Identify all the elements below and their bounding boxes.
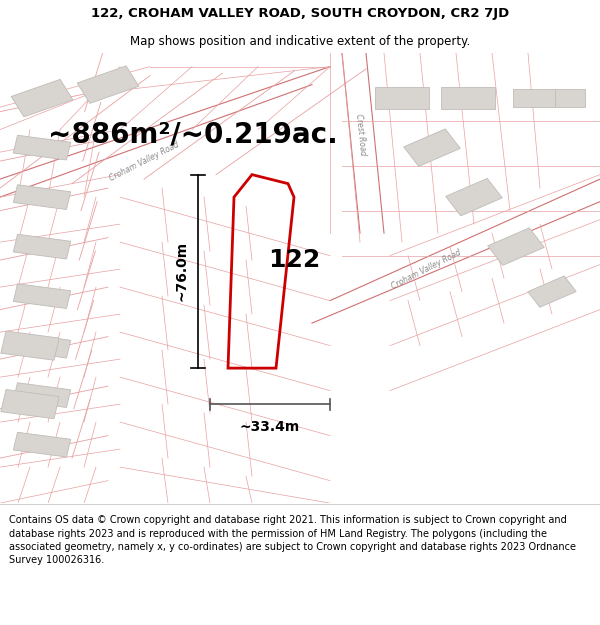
Polygon shape [1,331,59,360]
Polygon shape [375,87,429,109]
Polygon shape [13,382,71,408]
Polygon shape [555,89,585,107]
Text: ~76.0m: ~76.0m [174,241,188,301]
Polygon shape [13,432,71,457]
Polygon shape [13,135,71,160]
Text: Croham Valley Road: Croham Valley Road [390,248,463,291]
Polygon shape [404,129,460,166]
Text: ~33.4m: ~33.4m [240,420,300,434]
Text: Contains OS data © Crown copyright and database right 2021. This information is : Contains OS data © Crown copyright and d… [9,515,576,565]
Text: Map shows position and indicative extent of the property.: Map shows position and indicative extent… [130,35,470,48]
Polygon shape [446,178,502,216]
Text: Croham Valley Road: Croham Valley Road [108,139,181,182]
Polygon shape [441,87,495,109]
Polygon shape [13,234,71,259]
Polygon shape [13,333,71,358]
Polygon shape [528,276,576,308]
Text: Crest Road: Crest Road [354,112,367,156]
Polygon shape [513,89,555,107]
Polygon shape [77,66,139,103]
Polygon shape [1,389,59,419]
Text: 122, CROHAM VALLEY ROAD, SOUTH CROYDON, CR2 7JD: 122, CROHAM VALLEY ROAD, SOUTH CROYDON, … [91,7,509,20]
Polygon shape [13,185,71,209]
Polygon shape [11,79,73,117]
Text: 122: 122 [268,248,320,272]
Polygon shape [13,284,71,309]
Polygon shape [488,228,544,266]
Text: ~886m²/~0.219ac.: ~886m²/~0.219ac. [48,120,338,148]
